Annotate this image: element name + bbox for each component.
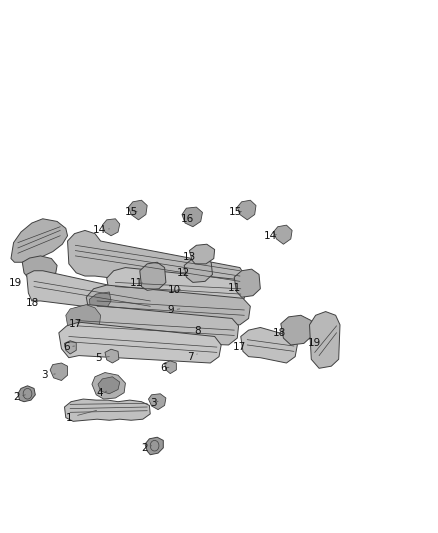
- Polygon shape: [105, 349, 119, 363]
- Polygon shape: [148, 394, 166, 410]
- Polygon shape: [27, 271, 156, 314]
- Polygon shape: [241, 327, 297, 363]
- Text: 19: 19: [308, 338, 321, 349]
- Polygon shape: [22, 256, 57, 278]
- Text: 14: 14: [93, 225, 110, 236]
- Text: 11: 11: [228, 282, 241, 293]
- Text: 2: 2: [142, 443, 152, 454]
- Polygon shape: [64, 341, 76, 354]
- Polygon shape: [107, 268, 246, 305]
- Polygon shape: [140, 262, 166, 290]
- Text: 4: 4: [96, 387, 107, 398]
- Text: 2: 2: [13, 392, 25, 402]
- Text: 18: 18: [272, 328, 286, 338]
- Text: 12: 12: [177, 268, 190, 278]
- Polygon shape: [273, 225, 292, 244]
- Text: 15: 15: [229, 207, 242, 217]
- Text: 14: 14: [264, 231, 277, 241]
- Text: 11: 11: [130, 278, 143, 288]
- Polygon shape: [64, 399, 150, 421]
- Text: 10: 10: [168, 285, 181, 295]
- Text: 1: 1: [66, 410, 97, 423]
- Text: 18: 18: [26, 297, 39, 308]
- Text: 6: 6: [160, 364, 169, 373]
- Text: 9: 9: [168, 305, 180, 315]
- Text: 16: 16: [181, 214, 194, 224]
- Text: 6: 6: [64, 342, 74, 352]
- Polygon shape: [67, 305, 239, 345]
- Polygon shape: [66, 305, 101, 338]
- Polygon shape: [234, 269, 260, 297]
- Polygon shape: [182, 207, 202, 227]
- Text: 7: 7: [187, 352, 197, 361]
- Polygon shape: [18, 386, 35, 402]
- Text: 19: 19: [9, 278, 22, 288]
- Text: 3: 3: [150, 398, 158, 408]
- Text: 3: 3: [42, 370, 55, 380]
- Polygon shape: [189, 244, 215, 264]
- Text: 13: 13: [183, 252, 196, 262]
- Polygon shape: [11, 219, 67, 262]
- Polygon shape: [310, 312, 340, 368]
- Polygon shape: [92, 373, 125, 399]
- Polygon shape: [145, 437, 163, 455]
- Text: 8: 8: [194, 326, 201, 336]
- Polygon shape: [98, 377, 120, 394]
- Polygon shape: [165, 361, 177, 374]
- Polygon shape: [67, 230, 245, 293]
- Polygon shape: [50, 363, 67, 381]
- Polygon shape: [281, 316, 313, 345]
- Text: 17: 17: [69, 319, 82, 329]
- Polygon shape: [128, 200, 147, 220]
- Text: 15: 15: [124, 207, 138, 217]
- Text: 17: 17: [233, 342, 247, 352]
- Text: 5: 5: [95, 353, 110, 362]
- Polygon shape: [89, 292, 111, 312]
- Polygon shape: [86, 285, 251, 325]
- Polygon shape: [184, 259, 212, 282]
- Polygon shape: [59, 322, 221, 363]
- Polygon shape: [102, 219, 120, 236]
- Polygon shape: [237, 200, 256, 220]
